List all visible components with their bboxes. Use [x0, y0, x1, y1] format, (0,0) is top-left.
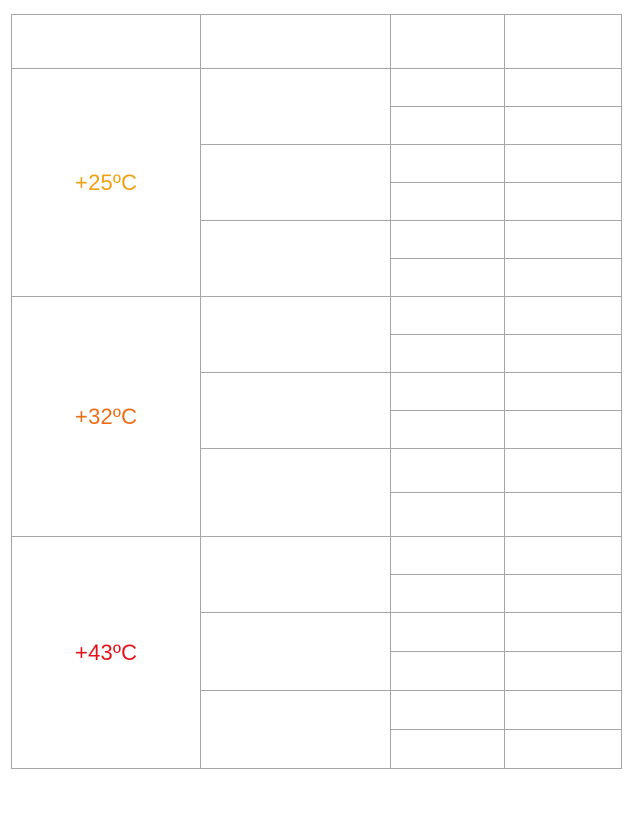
table-cell	[200, 68, 391, 145]
header-row	[10, 14, 623, 69]
table-cell	[389, 296, 505, 335]
table-cell	[503, 144, 623, 183]
table-cell	[389, 536, 505, 575]
table-cell	[389, 410, 505, 449]
table-cell	[503, 729, 623, 769]
table-cell	[503, 372, 623, 411]
table-cell	[389, 182, 505, 221]
table-cell	[389, 334, 505, 373]
table-row	[12, 258, 623, 297]
table-cell	[389, 220, 505, 259]
table-row	[12, 612, 623, 691]
table-cell	[503, 182, 623, 221]
header-cell	[503, 14, 623, 69]
header-cell	[200, 14, 391, 69]
table-cell	[389, 690, 505, 730]
table-cell	[200, 296, 391, 373]
table-cell	[389, 574, 505, 613]
table-row	[12, 690, 623, 769]
table-cell	[389, 612, 505, 652]
table-cell	[503, 690, 623, 730]
table-cell	[200, 612, 391, 691]
temperature-label-25: +25ºC	[10, 68, 202, 297]
header-cell	[10, 14, 202, 69]
table-cell	[389, 651, 505, 691]
table-cell	[200, 536, 391, 613]
table-cell	[200, 690, 391, 769]
table-cell	[503, 334, 623, 373]
table-cell	[389, 448, 505, 493]
table-cell	[503, 296, 623, 335]
table-cell	[200, 144, 391, 221]
table-cell	[503, 448, 623, 493]
table-cell	[389, 492, 505, 537]
table-row	[12, 448, 623, 537]
table-cell	[389, 106, 505, 145]
temperature-table: +25ºC +32ºC	[10, 14, 623, 769]
table-row	[12, 574, 623, 613]
table-row: +43ºC	[10, 536, 623, 769]
table-cell	[389, 258, 505, 297]
table-row	[12, 220, 623, 297]
table-row: +32ºC	[10, 296, 623, 537]
table-row	[12, 492, 623, 537]
table-cell	[389, 144, 505, 183]
table-cell	[503, 574, 623, 613]
header-cell	[389, 14, 505, 69]
table-cell	[503, 220, 623, 259]
table-cell	[389, 372, 505, 411]
table-row	[12, 334, 623, 373]
table-cell	[200, 220, 391, 297]
table-cell	[503, 258, 623, 297]
table-cell	[503, 410, 623, 449]
table-cell	[503, 492, 623, 537]
table-row	[12, 182, 623, 221]
table-row	[12, 651, 623, 691]
table-cell	[503, 68, 623, 107]
table-cell	[503, 106, 623, 145]
table-cell	[200, 372, 391, 449]
table-cell	[503, 612, 623, 652]
temperature-label-32: +32ºC	[10, 296, 202, 537]
table-row	[12, 729, 623, 769]
table-cell	[200, 448, 391, 537]
table-cell	[389, 729, 505, 769]
table-cell	[503, 536, 623, 575]
table-row: +25ºC	[10, 68, 623, 297]
table-cell	[503, 651, 623, 691]
table-cell	[389, 68, 505, 107]
temperature-label-43: +43ºC	[10, 536, 202, 769]
